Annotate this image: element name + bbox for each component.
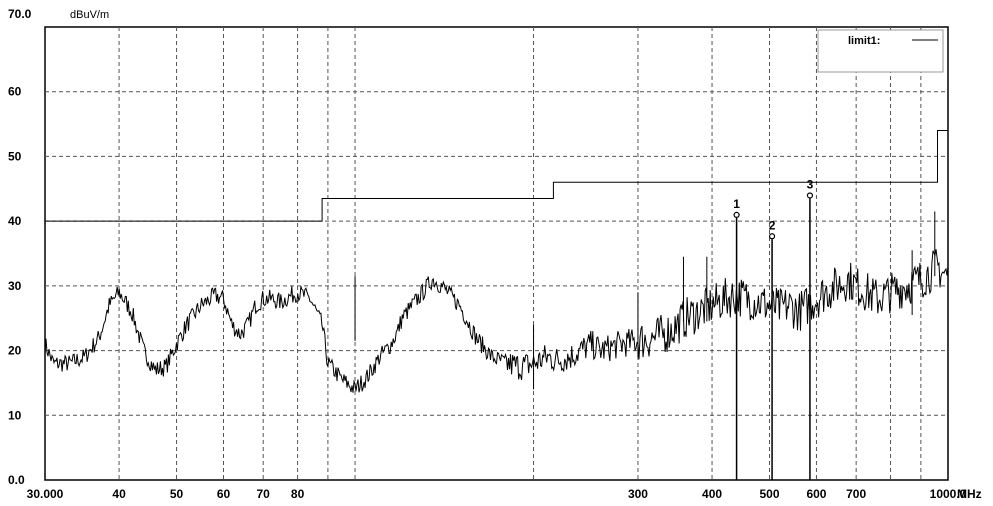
- x-tick-label: 70: [257, 487, 271, 501]
- y-tick-label: 70.0: [8, 7, 32, 21]
- marker-layer: 1 2 3: [733, 177, 814, 480]
- x-tick-label: 400: [702, 487, 722, 501]
- grid: [45, 27, 948, 480]
- x-tick-label: 1000.0: [930, 487, 967, 501]
- x-tick-label: 60: [217, 487, 231, 501]
- legend-label: limit1:: [848, 35, 880, 47]
- x-tick-label: 300: [628, 487, 648, 501]
- y-tick-label: 50: [8, 149, 22, 163]
- marker-circle: [768, 233, 776, 240]
- x-tick-label: 50: [170, 487, 184, 501]
- marker-label: 2: [769, 218, 776, 232]
- x-tick-label: 80: [291, 487, 305, 501]
- y-tick-label: 20: [8, 344, 22, 358]
- x-tick-label: 40: [112, 487, 126, 501]
- marker-label: 3: [807, 177, 814, 191]
- plot-frame: [44, 26, 949, 481]
- legend-box: [817, 29, 944, 73]
- x-tick-label: 700: [846, 487, 866, 501]
- x-tick-label: 500: [759, 487, 779, 501]
- y-axis-unit: dBuV/m: [70, 9, 109, 21]
- x-tick-label: 30.000: [27, 487, 64, 501]
- marker-circle: [733, 211, 740, 219]
- y-tick-label: 10: [8, 408, 22, 422]
- x-axis-unit: MHz: [957, 487, 982, 501]
- x-tick-labels: 30.000 40 50 60 70 80 300 400 500 600 700 1000.0: [27, 487, 967, 501]
- y-tick-label: 0.0: [8, 473, 25, 487]
- limit-layer: [45, 130, 948, 222]
- marker-label: 1: [733, 197, 740, 211]
- marker-circle: [806, 192, 814, 199]
- y-tick-label: 30: [8, 279, 22, 293]
- limit1-line: [45, 130, 948, 222]
- y-tick-labels: 70.0 60 50 40 30 20 10 0.0: [8, 7, 32, 487]
- y-tick-label: 60: [8, 85, 22, 99]
- measurement-trace: [44, 249, 949, 393]
- y-tick-label: 40: [8, 214, 22, 228]
- legend: limit1:: [817, 29, 944, 73]
- x-tick-label: 600: [806, 487, 826, 501]
